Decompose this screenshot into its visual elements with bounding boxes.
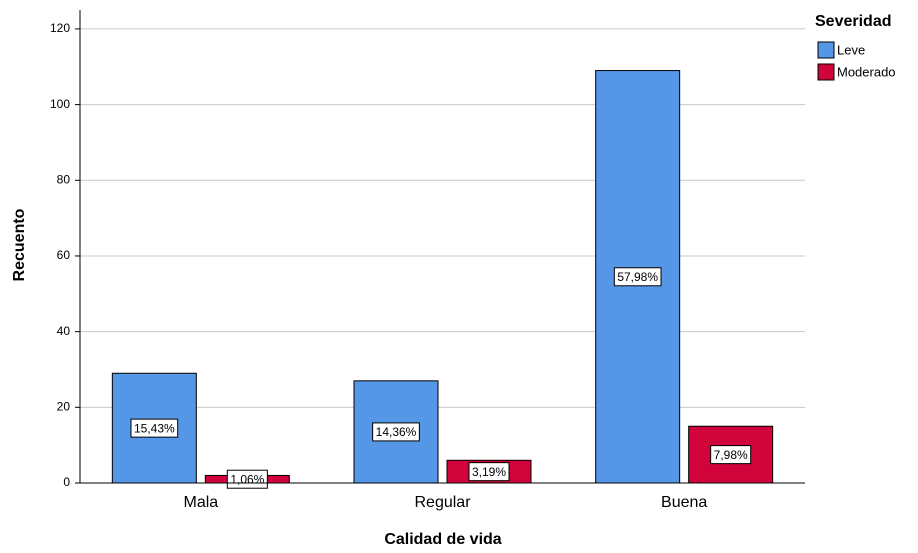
y-tick-label: 100 (50, 97, 70, 111)
data-label-box (613, 267, 662, 287)
data-label-box (710, 445, 752, 465)
data-label: 15,43% (134, 421, 175, 435)
data-label-box (468, 462, 510, 482)
x-axis-title: Calidad de vida (384, 531, 501, 548)
y-tick-label: 20 (57, 399, 71, 413)
data-label: 1,06% (230, 472, 264, 486)
y-tick-label: 40 (57, 324, 71, 338)
y-tick-label: 60 (57, 248, 71, 262)
legend-label: Moderado (837, 64, 896, 79)
x-tick-label: Mala (183, 494, 218, 511)
data-label: 57,98% (617, 270, 658, 284)
y-axis-title: Recuento (11, 208, 28, 281)
legend-title: Severidad (815, 13, 891, 30)
y-tick-label: 120 (50, 21, 70, 35)
y-tick-label: 0 (63, 475, 70, 489)
x-tick-label: Regular (414, 494, 471, 511)
data-label: 7,98% (714, 448, 748, 462)
legend-swatch (817, 41, 835, 59)
data-label: 14,36% (376, 425, 417, 439)
data-label-box (130, 418, 179, 438)
y-tick-label: 80 (57, 172, 71, 186)
x-tick-label: Buena (661, 494, 707, 511)
legend-label: Leve (837, 42, 865, 57)
data-label-box (226, 469, 268, 489)
data-label: 3,19% (472, 465, 506, 479)
legend-swatch (817, 63, 835, 81)
data-label-box (372, 422, 420, 442)
